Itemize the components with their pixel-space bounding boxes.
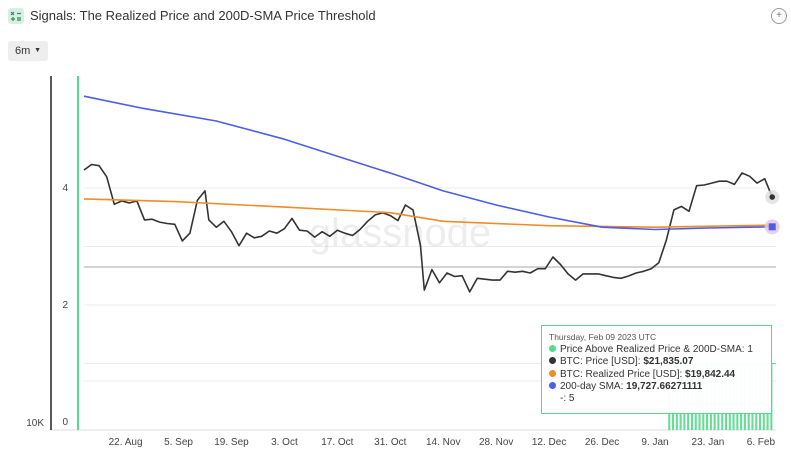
tooltip-value: 1 — [747, 344, 753, 355]
x-tick-label: 5. Sep — [164, 437, 193, 448]
sma-marker — [768, 223, 776, 231]
legend-dot-icon — [549, 369, 556, 377]
tooltip-label: BTC: Price [USD]: — [560, 356, 644, 368]
x-tick-label: 6. Feb — [747, 437, 776, 448]
x-tick-label: 28. Nov — [479, 437, 513, 448]
signals-icon — [8, 8, 24, 24]
x-tick-label: 12. Dec — [532, 437, 566, 448]
tooltip-rows: Price Above Realized Price & 200D-SMA: 1… — [549, 344, 764, 405]
watermark: glassnode — [309, 211, 491, 255]
legend-dot-icon — [549, 345, 556, 352]
tooltip-row: Price Above Realized Price & 200D-SMA: 1 — [549, 344, 764, 356]
settings-icon[interactable]: + — [771, 8, 787, 24]
tooltip-date: Thursday, Feb 09 2023 UTC — [549, 332, 657, 342]
tooltip: Thursday, Feb 09 2023 UTC Price Above Re… — [541, 325, 772, 414]
series-lines — [83, 95, 773, 293]
axes — [50, 76, 79, 430]
x-tick-label: 14. Nov — [426, 437, 460, 448]
tooltip-value: $21,835.07 — [643, 356, 694, 368]
hover-markers — [764, 190, 780, 235]
x-tick-label: 3. Oct — [271, 437, 298, 448]
x-tick-label: 26. Dec — [585, 437, 619, 448]
tooltip-row: -: 5 — [549, 393, 764, 405]
chevron-down-icon: ▼ — [34, 47, 41, 54]
y-right-tick-label: 2 — [62, 300, 68, 311]
x-tick-label: 22. Aug — [109, 437, 143, 448]
x-tick-label: 9. Jan — [641, 437, 668, 448]
y-left-tick-label: 10K — [26, 418, 44, 429]
x-tick-label: 31. Oct — [374, 437, 406, 448]
x-tick-label: 17. Oct — [321, 437, 353, 448]
tooltip-label: -: — [560, 393, 569, 405]
tooltip-value: 19,727.66271111 — [626, 380, 703, 392]
price-line — [83, 163, 773, 293]
legend-dot-icon — [549, 381, 556, 389]
tooltip-label: 200-day SMA: — [560, 380, 627, 392]
tooltip-value: $19,842.44 — [685, 368, 736, 380]
tooltip-label: BTC: Realized Price [USD]: — [560, 368, 686, 380]
range-label: 6m — [15, 45, 31, 57]
tooltip-label: Price Above Realized Price & 200D-SMA: — [560, 344, 748, 355]
legend-dot-icon — [549, 357, 556, 365]
y-right-tick-label: 4 — [62, 183, 68, 194]
price-marker — [769, 194, 776, 200]
tooltip-row: 200-day SMA: 19,727.66271111 — [549, 381, 764, 393]
realized-price-line — [83, 198, 773, 228]
y-right-tick-label: 0 — [62, 417, 68, 428]
sma-line — [83, 95, 773, 231]
x-tick-label: 23. Jan — [692, 437, 725, 448]
tooltip-value: 5 — [568, 393, 575, 405]
range-selector[interactable]: 6m ▼ — [8, 41, 48, 61]
tooltip-row: BTC: Realized Price [USD]: $19,842.44 — [549, 369, 764, 381]
chart-title: Signals: The Realized Price and 200D-SMA… — [30, 8, 376, 23]
tick-labels: 22. Aug 5. Sep 19. Sep 3. Oct 17. Oct 31. Oct… — [26, 183, 775, 448]
chart-header: Signals: The Realized Price and 200D-SMA… — [0, 0, 791, 34]
x-tick-label: 19. Sep — [214, 437, 249, 448]
tooltip-row: BTC: Price [USD]: $21,835.07 — [549, 356, 764, 368]
